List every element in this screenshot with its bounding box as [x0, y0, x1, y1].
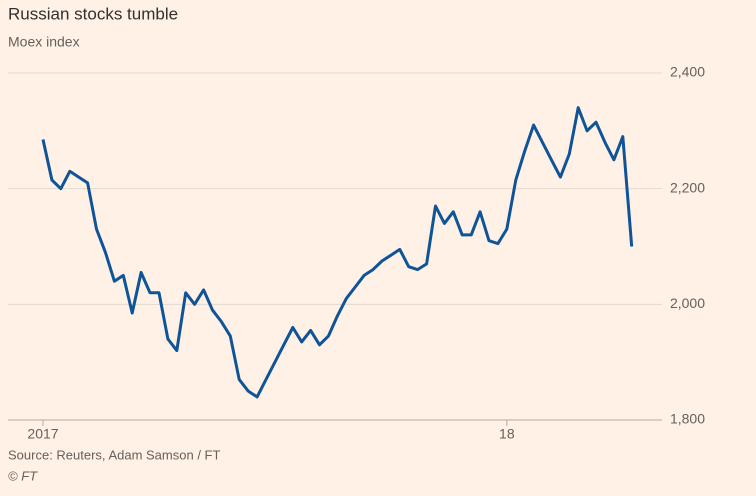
y-tick-label: 2,400 [670, 64, 705, 80]
credit: © FT [8, 468, 38, 483]
y-tick-label: 2,000 [670, 295, 705, 311]
y-tick-label: 2,200 [670, 179, 705, 195]
source: Source: Reuters, Adam Samson / FT [8, 447, 220, 462]
x-tick-label: 2017 [27, 426, 58, 442]
chart-title: Russian stocks tumble [8, 4, 178, 23]
line-series [41, 106, 634, 399]
x-tick-label: 18 [499, 426, 515, 442]
y-tick-label: 1,800 [670, 411, 705, 427]
chart-subtitle: Moex index [8, 34, 80, 50]
